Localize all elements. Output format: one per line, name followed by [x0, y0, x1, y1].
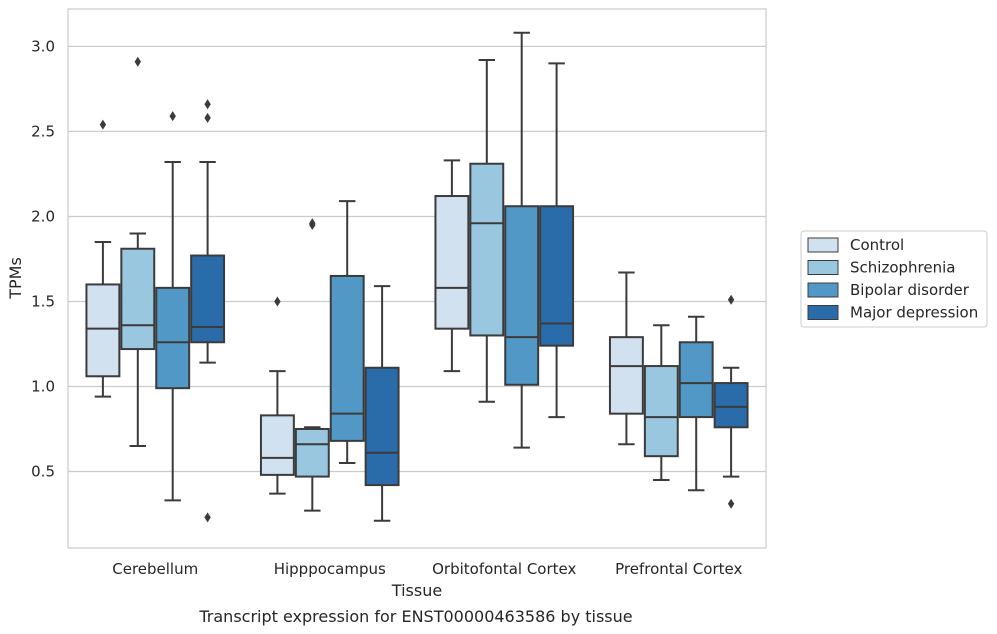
- box-bipolar-disorder: [678, 315, 714, 492]
- box-schizophrenia: [120, 56, 156, 447]
- box-iqr: [259, 414, 295, 476]
- box-schizophrenia: [469, 59, 505, 403]
- x-tick-label: Cerebellum: [112, 560, 198, 578]
- x-tick-labels: Cerebellum Hipppocampus Orbitofontal Corte…: [112, 560, 742, 578]
- outlier-point: [727, 498, 735, 509]
- x-tick-label: Orbitofontal Cortex: [432, 560, 576, 578]
- y-tick-label: 1.0: [31, 377, 55, 395]
- legend-label: Control: [850, 236, 904, 254]
- box-control: [608, 271, 644, 446]
- y-tick-label: 1.5: [31, 292, 55, 310]
- box-major-depression: [539, 62, 575, 419]
- box-iqr: [643, 365, 679, 458]
- legend-label: Major depression: [850, 304, 978, 322]
- x-tick-label: Hipppocampus: [274, 560, 386, 578]
- box-major-depression: [364, 285, 400, 522]
- plot-background: [68, 9, 766, 548]
- legend-swatch: [807, 282, 839, 298]
- x-axis-label: Tissue: [391, 581, 442, 600]
- legend: Control Schizophrenia Bipolar disorder Majo…: [800, 230, 988, 328]
- box-iqr: [469, 162, 505, 337]
- box-iqr: [504, 205, 540, 386]
- box-major-depression: [713, 294, 749, 509]
- legend-swatch: [807, 260, 839, 275]
- box-iqr: [434, 195, 470, 330]
- outlier-point: [169, 111, 176, 122]
- box-iqr: [120, 247, 156, 351]
- y-tick-labels: 0.5 1.0 1.5 2.0 2.5 3.0: [31, 37, 55, 480]
- legend-label: Schizophrenia: [850, 259, 955, 277]
- box-iqr: [713, 382, 749, 429]
- box-schizophrenia: [643, 324, 679, 481]
- y-tick-label: 0.5: [31, 462, 55, 480]
- plot-frame: [67, 8, 767, 549]
- y-tick-label: 2.5: [31, 122, 55, 140]
- box-iqr: [155, 286, 191, 390]
- outlier-point: [204, 512, 211, 523]
- legend-frame: [800, 230, 988, 328]
- outlier-point: [99, 119, 107, 130]
- legend-swatch: [807, 237, 839, 253]
- box-control: [434, 159, 470, 373]
- y-tick-label: 2.0: [31, 207, 55, 225]
- box-iqr: [329, 274, 365, 442]
- chart-caption: Transcript expression for ENST0000046358…: [198, 607, 632, 626]
- box-bipolar-disorder: [329, 200, 365, 464]
- y-tick-label: 3.0: [31, 37, 55, 55]
- box-bipolar-disorder: [155, 111, 191, 502]
- legend-swatch: [807, 305, 839, 320]
- box-iqr: [678, 341, 714, 419]
- outlier-point: [274, 296, 281, 307]
- box-iqr: [608, 336, 644, 415]
- box-plot-groups: [85, 31, 749, 523]
- box-iqr: [294, 427, 330, 478]
- box-control: [259, 296, 295, 495]
- outlier-point: [134, 56, 141, 67]
- box-iqr: [190, 254, 226, 344]
- x-tick-label: Prefrontal Cortex: [615, 560, 742, 578]
- box-major-depression: [190, 99, 226, 523]
- box-iqr: [364, 366, 400, 487]
- box-schizophrenia: [294, 218, 330, 512]
- legend-label: Bipolar disorder: [850, 281, 970, 299]
- y-axis-label: TPMs: [6, 257, 25, 300]
- box-control: [85, 119, 121, 398]
- box-iqr: [85, 283, 121, 378]
- outlier-point: [309, 219, 316, 230]
- box-iqr: [539, 205, 575, 347]
- box-bipolar-disorder: [504, 31, 540, 449]
- outlier-point: [204, 99, 211, 110]
- outlier-point: [727, 294, 735, 305]
- outlier-point: [204, 112, 211, 123]
